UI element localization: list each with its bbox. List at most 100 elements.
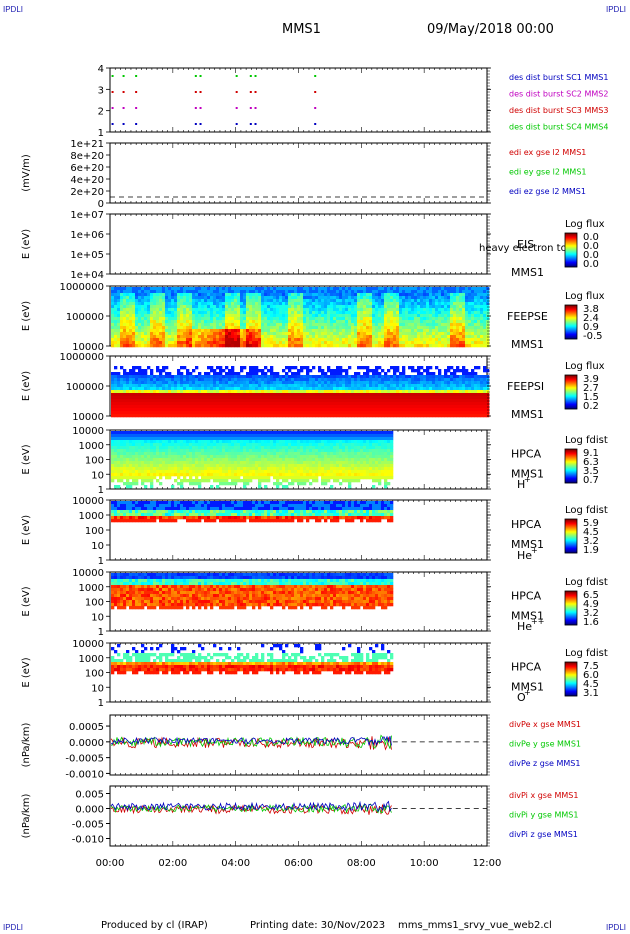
feepse-cell xyxy=(183,335,187,339)
feepsi-cell xyxy=(288,399,292,403)
feepse-cell xyxy=(153,293,157,297)
feepsi-cell xyxy=(270,411,274,415)
feepsi-cell xyxy=(186,372,190,376)
feepse-cell xyxy=(210,305,214,309)
feepse-cell xyxy=(147,317,151,321)
feepsi-cell xyxy=(207,390,211,394)
feepse-cell xyxy=(186,344,190,348)
feepse-cell xyxy=(390,311,394,315)
feepse-cell xyxy=(387,338,391,342)
feepse-cell xyxy=(363,293,367,297)
feepse-cell xyxy=(285,296,289,300)
feepse-cell xyxy=(276,335,280,339)
feepse-cell xyxy=(378,290,382,294)
feepsi-cell xyxy=(192,384,196,388)
feepsi-cell xyxy=(258,399,262,403)
feepse-cell xyxy=(135,332,139,336)
feepse-cell xyxy=(276,293,280,297)
feepse-cell xyxy=(237,344,241,348)
feepse-cell xyxy=(291,329,295,333)
feepse-cell xyxy=(291,296,295,300)
feepsi-cell xyxy=(189,381,193,385)
feepse-cell xyxy=(468,329,472,333)
feepse-cell xyxy=(201,302,205,306)
feepse-cell xyxy=(162,293,166,297)
feepse-cell xyxy=(447,305,451,309)
feepsi-cell xyxy=(294,387,298,391)
feepse-cell xyxy=(477,287,481,291)
feepse-cell xyxy=(309,338,313,342)
feepsi-cell xyxy=(129,408,133,412)
feepsi-cell xyxy=(303,390,307,394)
feepse-cell xyxy=(219,335,223,339)
feepsi-cell xyxy=(318,414,322,418)
feepse-cell xyxy=(186,317,190,321)
burst-mark xyxy=(194,91,197,93)
feepse-cell xyxy=(375,299,379,303)
feepsi-cell xyxy=(144,375,148,379)
feepse-cell xyxy=(333,323,337,327)
feepse-cell xyxy=(186,329,190,333)
feepsi-cell xyxy=(117,375,121,379)
feepsi-cell xyxy=(342,375,346,379)
feepse-cell xyxy=(297,338,301,342)
feepsi-cell xyxy=(309,405,313,409)
feepse-cell xyxy=(369,287,373,291)
feepse-cell xyxy=(135,338,139,342)
feepse-cell xyxy=(366,341,370,345)
feepse-cell xyxy=(285,314,289,318)
feepse-cell xyxy=(342,329,346,333)
feepse-cell xyxy=(126,338,130,342)
feepsi-cell xyxy=(357,387,361,391)
feepse-cell xyxy=(336,305,340,309)
feepsi-cell xyxy=(186,402,190,406)
feepsi-cell xyxy=(159,396,163,400)
feepse-cell xyxy=(480,314,484,318)
feepse-cell xyxy=(375,305,379,309)
feepse-cell xyxy=(387,314,391,318)
feepsi-cell xyxy=(372,408,376,412)
feepse-cell xyxy=(348,311,352,315)
feepse-cell xyxy=(483,299,487,303)
feepsi-cell xyxy=(252,411,256,415)
feepsi-cell xyxy=(201,378,205,382)
feepse-cell xyxy=(189,320,193,324)
feepsi-cell xyxy=(252,381,256,385)
eis-cbar-seg xyxy=(565,247,577,249)
feepse-cell xyxy=(216,317,220,321)
feepse-cell xyxy=(417,287,421,291)
feepse-cell xyxy=(300,311,304,315)
feepsi-cell xyxy=(237,393,241,397)
feepsi-cell xyxy=(384,411,388,415)
feepse-cell xyxy=(120,302,124,306)
feepse-cell xyxy=(129,329,133,333)
feepsi-cell xyxy=(354,396,358,400)
feepse-cell xyxy=(159,341,163,345)
feepse-cell xyxy=(156,338,160,342)
feepsi-cell xyxy=(363,387,367,391)
feepsi-cell xyxy=(180,399,184,403)
feepse-cell xyxy=(243,293,247,297)
feepse-cell xyxy=(234,323,238,327)
feepse-cell xyxy=(300,335,304,339)
feepse-cell xyxy=(393,296,397,300)
feepse-cell xyxy=(210,311,214,315)
feepsi-cell xyxy=(114,366,118,370)
feepsi-cell xyxy=(360,381,364,385)
feepsi-cell xyxy=(252,390,256,394)
feepse-cell xyxy=(429,338,433,342)
feepsi-cell xyxy=(138,414,142,418)
feepse-cell xyxy=(288,335,292,339)
feepse-cell xyxy=(330,314,334,318)
feepse-cell xyxy=(162,329,166,333)
feepsi-cell xyxy=(321,399,325,403)
feepsi-cell xyxy=(252,375,256,379)
feepse-cell xyxy=(297,293,301,297)
feepse-cell xyxy=(294,344,298,348)
feepse-cell xyxy=(246,338,250,342)
feepsi-cell xyxy=(165,414,169,418)
feepsi-cell xyxy=(117,372,121,376)
feepse-cell xyxy=(135,326,139,330)
feepsi-cell xyxy=(282,405,286,409)
feepse-cell xyxy=(249,293,253,297)
